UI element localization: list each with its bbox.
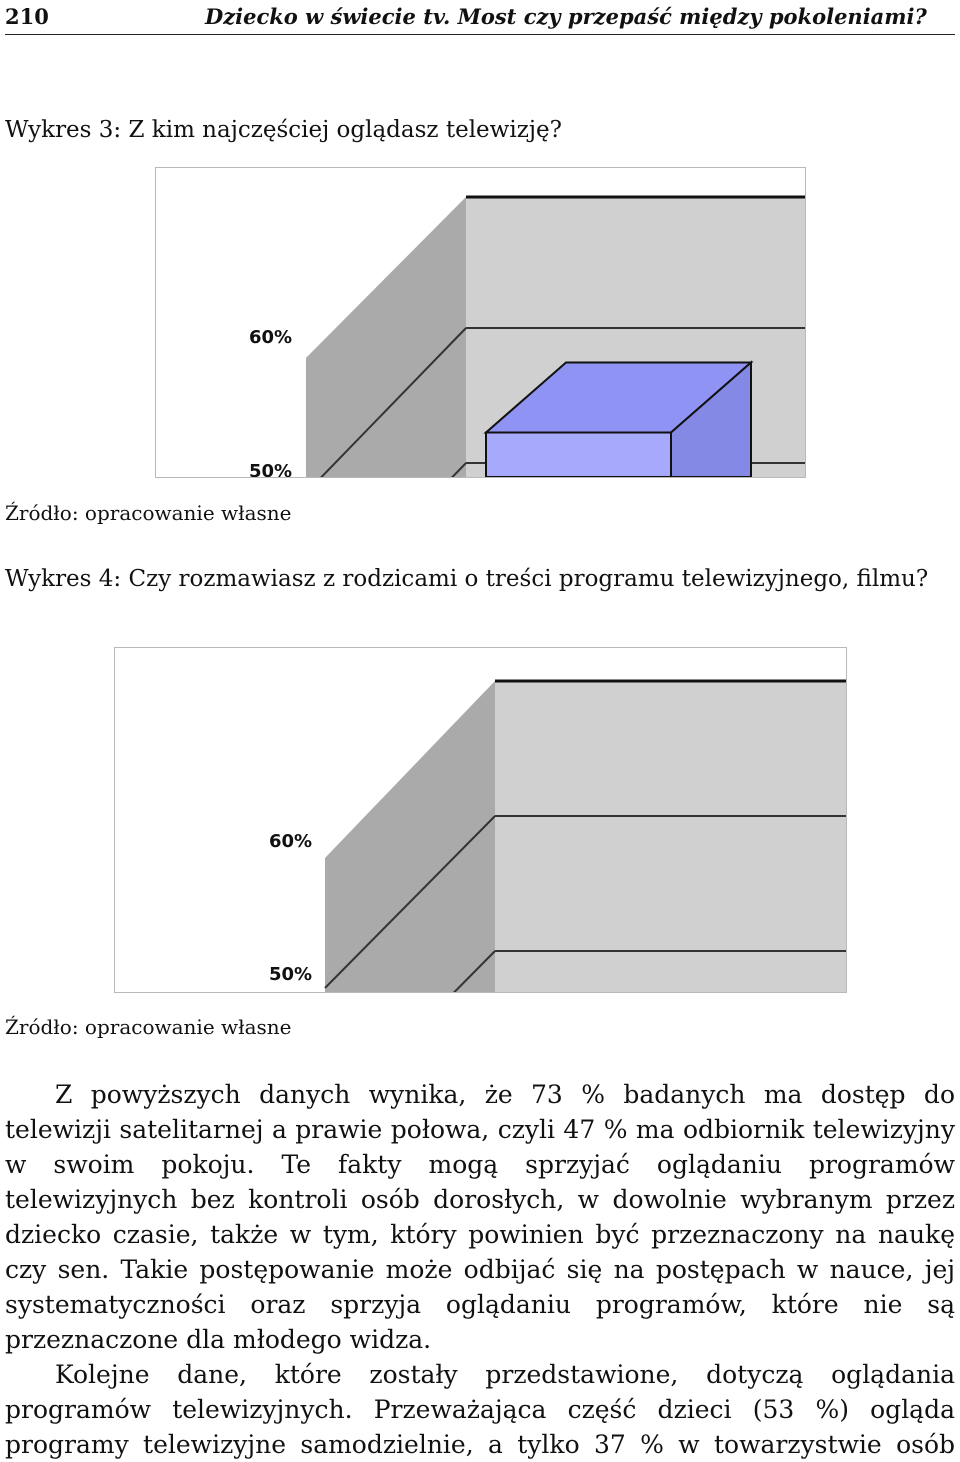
figure3-chart-svg: 60% 50% [249, 195, 805, 477]
page-header: 210 Dziecko w świecie tv. Most czy przep… [5, 0, 955, 36]
chart4-side-wall [325, 681, 495, 992]
chart3-ytick-50: 50% [249, 461, 292, 477]
chart4-wall-gridline-50 [453, 950, 496, 992]
body-text: Z powyższych danych wynika, że 73 % bada… [5, 1077, 955, 1462]
page-number: 210 [5, 4, 49, 29]
figure3-caption: Wykres 3: Z kim najczęściej oglądasz tel… [5, 117, 562, 143]
chart3-bar-group [483, 360, 754, 477]
chart4-wall-gridline-60 [324, 815, 496, 989]
chart3-ytick-60: 60% [249, 327, 292, 348]
figure3-chart: 60% 50% [155, 167, 806, 478]
running-title: Dziecko w świecie tv. Most czy przepaść … [205, 4, 927, 29]
chart3-bar-front [485, 431, 672, 477]
paragraph-1: Z powyższych danych wynika, że 73 % bada… [5, 1080, 955, 1354]
figure4-chart: 60% 50% [114, 647, 847, 993]
chart4-ytick-50: 50% [269, 964, 312, 985]
chart4-gridlines [324, 815, 846, 992]
figure4-source: Źródło: opracowanie własne [5, 1015, 292, 1039]
figure4-chart-svg: 60% 50% [269, 679, 846, 992]
chart4-ytick-60: 60% [269, 831, 312, 852]
figure4-caption: Wykres 4: Czy rozmawiasz z rodzicami o t… [5, 566, 929, 592]
chart3-wall-gridline-60 [320, 327, 467, 477]
figure3-source: Źródło: opracowanie własne [5, 501, 292, 525]
paragraph-2: Kolejne dane, które zostały przedstawion… [5, 1360, 955, 1459]
header-rule [5, 34, 955, 35]
chart3-side-wall [306, 197, 466, 477]
